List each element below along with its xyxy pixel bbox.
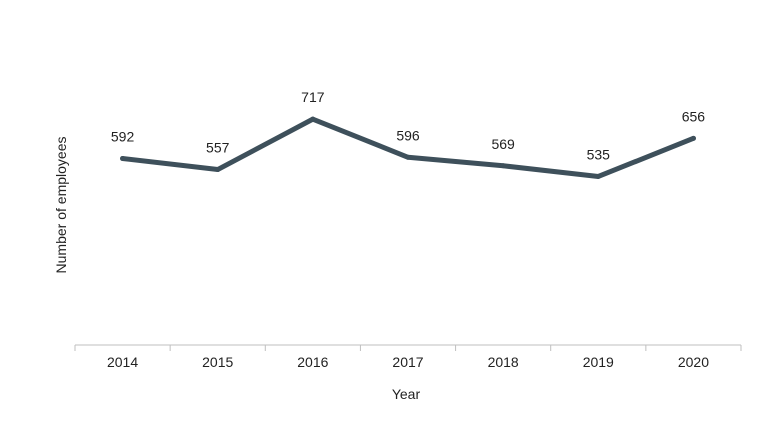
x-tick-label: 2020 (678, 354, 709, 370)
x-tick-label: 2015 (202, 354, 233, 370)
data-point (120, 156, 126, 162)
data-label: 535 (587, 146, 611, 162)
data-point (595, 173, 601, 179)
x-axis-title: Year (392, 386, 421, 402)
data-label: 656 (682, 108, 706, 124)
series-layer (120, 116, 696, 179)
data-label: 569 (491, 136, 515, 152)
y-axis-title: Number of employees (53, 137, 69, 274)
data-point (215, 167, 221, 173)
data-label: 717 (301, 89, 325, 105)
data-point (690, 135, 696, 141)
x-tick-label: 2018 (488, 354, 519, 370)
x-tick-label: 2019 (583, 354, 614, 370)
data-point (500, 163, 506, 169)
data-point (405, 154, 411, 160)
data-label: 557 (206, 140, 230, 156)
x-axis: 2014 2015 2016 2017 2018 2019 2020 (74, 344, 742, 370)
data-point (310, 116, 316, 122)
data-label-layer: 592 557 717 596 569 535 656 (111, 89, 705, 162)
x-tick-label: 2016 (297, 354, 328, 370)
x-tick-label: 2014 (107, 354, 138, 370)
data-label: 596 (396, 127, 420, 143)
data-label: 592 (111, 129, 135, 145)
x-tick-label: 2017 (392, 354, 423, 370)
